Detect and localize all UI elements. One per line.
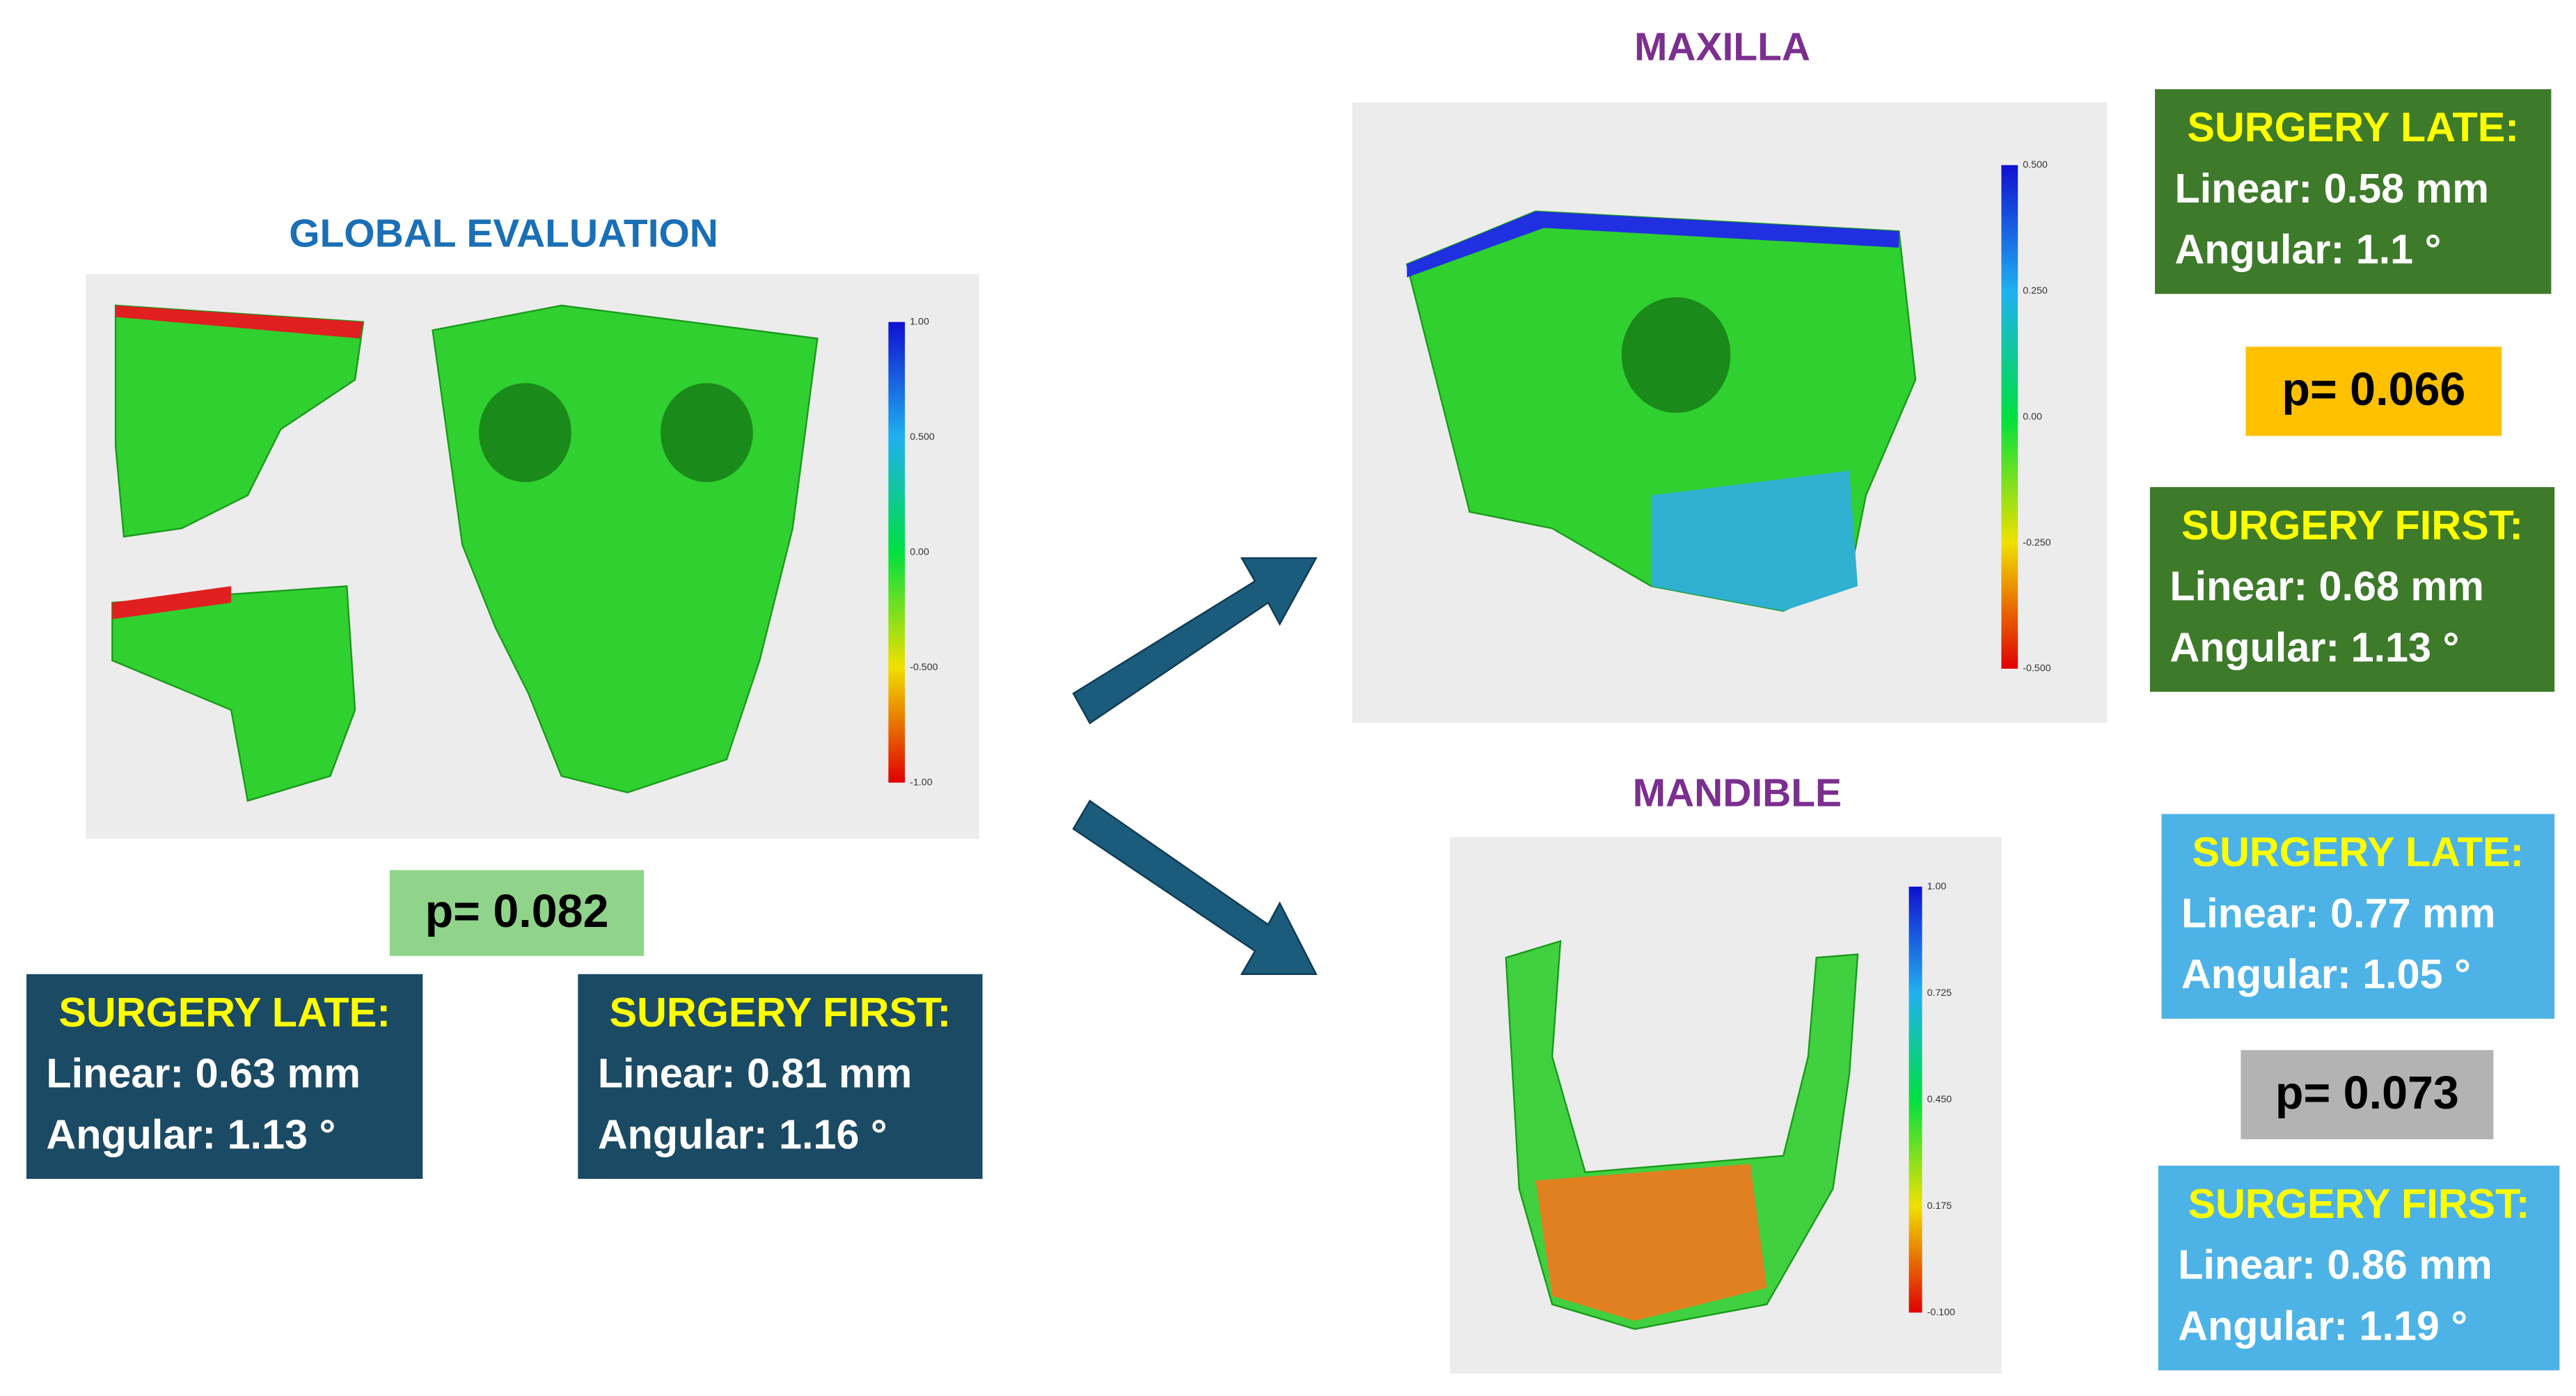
color-bar-label: 0.725 bbox=[1927, 987, 1952, 999]
section-title: GLOBAL EVALUATION bbox=[289, 211, 718, 255]
color-bar bbox=[2001, 165, 2018, 669]
result-heading: SURGERY FIRST: bbox=[610, 989, 951, 1036]
angular-value: Angular: 1.05 ° bbox=[2181, 951, 2471, 997]
section-title: MAXILLA bbox=[1634, 24, 1810, 69]
mandible-model bbox=[1505, 939, 1859, 1331]
angular-value: Angular: 1.16 ° bbox=[598, 1111, 887, 1157]
result-heading: SURGERY FIRST: bbox=[2188, 1180, 2530, 1227]
color-bar-label: 0.250 bbox=[2023, 285, 2048, 296]
color-bar-label: 1.00 bbox=[1927, 881, 1947, 892]
color-bar-label: 1.00 bbox=[910, 316, 929, 327]
arrow bbox=[1072, 557, 1318, 724]
p-value-box bbox=[2245, 347, 2502, 436]
color-bar-label: -0.500 bbox=[2023, 663, 2050, 674]
color-bar bbox=[888, 322, 906, 783]
linear-value: Linear: 0.81 mm bbox=[598, 1050, 912, 1097]
result-heading: SURGERY LATE: bbox=[2192, 829, 2524, 875]
color-bar bbox=[1909, 887, 1922, 1313]
p-value-box bbox=[389, 870, 645, 956]
color-bar-label: 0.500 bbox=[910, 431, 935, 443]
color-bar-label: 0.00 bbox=[910, 546, 929, 557]
angular-value: Angular: 1.13 ° bbox=[2170, 624, 2459, 670]
result-box bbox=[578, 974, 983, 1179]
linear-value: Linear: 0.86 mm bbox=[2178, 1242, 2492, 1288]
linear-value: Linear: 0.63 mm bbox=[46, 1050, 361, 1097]
result-heading: SURGERY LATE: bbox=[58, 989, 390, 1036]
angular-value: Angular: 1.13 ° bbox=[46, 1111, 335, 1157]
color-bar-label: -0.500 bbox=[910, 662, 938, 673]
result-box bbox=[2161, 814, 2555, 1019]
result-box bbox=[2155, 89, 2552, 294]
p-value: p= 0.066 bbox=[2282, 364, 2465, 415]
linear-value: Linear: 0.68 mm bbox=[2170, 563, 2484, 610]
color-bar-label: 0.450 bbox=[1927, 1094, 1952, 1105]
color-bar-label: 0.175 bbox=[1927, 1200, 1952, 1212]
color-bar-label: 0.500 bbox=[2023, 159, 2048, 170]
result-box bbox=[26, 974, 423, 1179]
linear-value: Linear: 0.77 mm bbox=[2181, 889, 2496, 936]
p-value-box bbox=[2241, 1049, 2494, 1140]
arrow bbox=[1072, 799, 1318, 975]
color-bar-label: -1.00 bbox=[910, 777, 933, 788]
result-box bbox=[2158, 1165, 2560, 1371]
color-bar-label: -0.250 bbox=[2023, 537, 2050, 548]
linear-value: Linear: 0.58 mm bbox=[2174, 165, 2489, 212]
p-value: p= 0.082 bbox=[425, 886, 609, 937]
angular-value: Angular: 1.1 ° bbox=[2174, 226, 2441, 273]
section-title: MANDIBLE bbox=[1633, 771, 1842, 816]
maxilla-model bbox=[1405, 210, 1917, 612]
color-bar-label: -0.100 bbox=[1927, 1307, 1955, 1318]
result-heading: SURGERY FIRST: bbox=[2181, 502, 2523, 548]
color-bar-label: 0.00 bbox=[2023, 411, 2042, 422]
angular-value: Angular: 1.19 ° bbox=[2178, 1303, 2467, 1349]
global-models bbox=[111, 304, 819, 802]
result-heading: SURGERY LATE: bbox=[2187, 104, 2519, 150]
p-value: p= 0.073 bbox=[2275, 1068, 2459, 1119]
result-box bbox=[2149, 486, 2555, 692]
